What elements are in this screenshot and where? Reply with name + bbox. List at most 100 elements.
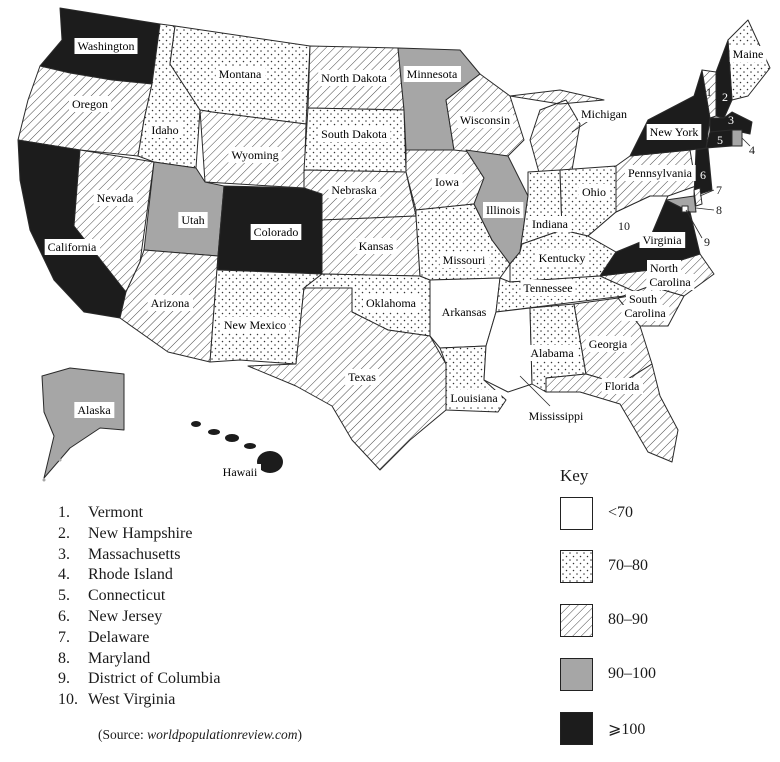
state-label-bg xyxy=(328,182,381,198)
list-item: 1. Vermont xyxy=(58,504,144,521)
state-michigan xyxy=(509,89,605,177)
state-rhode-island xyxy=(731,129,743,147)
state-new-york xyxy=(629,69,711,157)
state-label-arizona: Arizona xyxy=(147,295,193,311)
state-label-bg xyxy=(646,124,702,140)
state-label-bg xyxy=(220,317,290,333)
state-label-washington: Washington xyxy=(74,38,138,54)
state-name: Tennessee xyxy=(523,281,572,295)
state-name: Minnesota xyxy=(407,67,458,81)
state-name: Oregon xyxy=(72,97,108,111)
state-name: Missouri xyxy=(443,253,486,267)
state-alaska-island xyxy=(46,410,50,414)
state-name: Arkansas xyxy=(442,305,487,319)
state-label-bg xyxy=(621,305,670,321)
state-label-new-mexico: New Mexico xyxy=(220,317,290,333)
state-name: Oklahoma xyxy=(366,296,417,310)
state-label-maryland: 8 xyxy=(716,203,722,217)
state-name: Louisiana xyxy=(450,391,498,405)
state-label-bg xyxy=(219,464,261,480)
legend-swatch-dots xyxy=(560,550,593,583)
state-label-south-carolina: Carolina xyxy=(621,305,670,321)
legend-item: 80–90 xyxy=(560,604,760,638)
state-label-district-of-columbia: 9 xyxy=(704,235,710,249)
state-delaware xyxy=(693,187,703,207)
state-label-utah: Utah xyxy=(178,212,208,228)
state-name: Wyoming xyxy=(231,148,278,162)
state-label-bg xyxy=(363,295,420,311)
list-item: 7. Delaware xyxy=(58,628,150,646)
state-label-kansas: Kansas xyxy=(355,238,397,254)
state-label-bg xyxy=(625,165,696,181)
state-name: North xyxy=(650,261,678,275)
state-label-bg xyxy=(345,369,380,385)
state-name: 1 xyxy=(706,85,712,99)
state-hawaii-island xyxy=(225,434,239,442)
list-item: 10. West Virginia xyxy=(58,691,176,709)
state-label-bg xyxy=(527,345,578,361)
state-label-bg xyxy=(355,238,397,254)
state-hawaii-island xyxy=(208,429,220,435)
list-item: 5. Connecticut xyxy=(58,587,166,605)
state-label-michigan: Michigan xyxy=(578,106,630,122)
list-item: 6. New Jersey xyxy=(58,607,163,625)
state-name: California xyxy=(48,240,97,254)
state-label-montana: Montana xyxy=(215,66,266,82)
state-label-maine: Maine xyxy=(729,46,767,62)
state-label-alaska: Alaska xyxy=(74,402,115,418)
state-name: Maine xyxy=(733,47,764,61)
state-name: Alaska xyxy=(77,403,111,417)
state-label-bg xyxy=(482,202,524,218)
state-label-hawaii: Hawaii xyxy=(219,464,261,480)
list-item: 9. District of Columbia xyxy=(58,670,221,688)
legend-label: 80–90 xyxy=(608,611,648,628)
state-label-bg xyxy=(639,232,686,248)
state-label-connecticut: 5 xyxy=(717,133,723,147)
legend-item: 70–80 xyxy=(560,550,760,584)
state-label-bg xyxy=(228,147,282,163)
state-label-south-dakota: South Dakota xyxy=(318,126,391,142)
legend-label: <70 xyxy=(608,504,634,521)
state-label-north-carolina: North xyxy=(647,260,681,276)
state-label-bg xyxy=(318,70,391,86)
state-label-alabama: Alabama xyxy=(527,345,578,361)
state-name: South xyxy=(629,292,657,306)
state-label-bg xyxy=(439,252,489,268)
legend-item: 90–100 xyxy=(560,658,760,692)
state-label-florida: Florida xyxy=(601,378,644,394)
state-label-bg xyxy=(525,408,588,424)
state-label-bg xyxy=(178,212,208,228)
state-label-delaware: 7 xyxy=(716,183,722,197)
state-label-kentucky: Kentucky xyxy=(535,250,589,266)
state-label-nebraska: Nebraska xyxy=(328,182,381,198)
state-name: South Dakota xyxy=(321,127,387,141)
legend-label: ⩾100 xyxy=(608,721,646,738)
state-label-california: California xyxy=(44,239,100,255)
state-label-bg xyxy=(44,239,100,255)
state-name: Indiana xyxy=(532,217,569,231)
legend-swatch-grey xyxy=(560,658,593,691)
state-label-bg xyxy=(147,295,193,311)
state-label-louisiana: Louisiana xyxy=(447,390,502,406)
state-name: Utah xyxy=(181,213,204,227)
legend-item: <70 xyxy=(560,497,760,531)
state-label-texas: Texas xyxy=(345,369,380,385)
legend-swatch-white xyxy=(560,497,593,530)
state-name: Arizona xyxy=(151,296,190,310)
state-alaska xyxy=(41,367,125,479)
state-label-minnesota: Minnesota xyxy=(403,66,461,82)
state-label-bg xyxy=(250,224,302,240)
source-note: (Source: worldpopulationreview.com) xyxy=(98,727,302,742)
state-label-wyoming: Wyoming xyxy=(228,147,282,163)
legend-swatch-black xyxy=(560,712,593,745)
state-name: New York xyxy=(650,125,699,139)
state-name: Carolina xyxy=(649,275,691,289)
legend-label: 90–100 xyxy=(608,665,656,682)
state-name: Alabama xyxy=(530,346,574,360)
state-name: Michigan xyxy=(581,107,627,121)
state-label-oklahoma: Oklahoma xyxy=(363,295,420,311)
state-label-bg xyxy=(579,184,609,200)
state-name: Kansas xyxy=(359,239,394,253)
state-label-bg xyxy=(578,106,630,122)
list-item: 3. Massachusetts xyxy=(58,545,181,563)
